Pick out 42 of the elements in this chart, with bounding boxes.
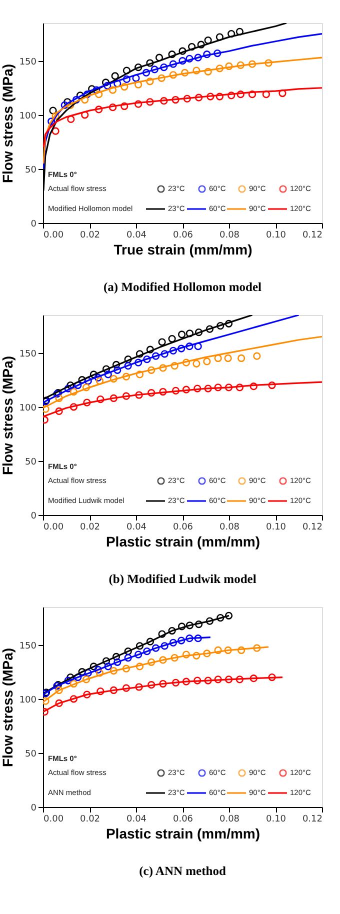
x-tick-label: 0.10 [266,814,286,824]
x-tick-label: 0.02 [80,522,100,532]
x-tick-label: 0.02 [80,814,100,824]
y-tick-label: 100 [19,695,37,706]
x-tick-label: 0.06 [172,814,194,824]
x-tick-label: 0.06 [172,522,194,532]
y-tick-label: 0 [30,804,37,814]
text: (b) Modified Ludwik model [108,572,257,586]
y-tick-label: 150 [19,57,37,68]
x-tick-label: 0.12 [302,814,322,824]
y-tick-label: 150 [19,349,37,360]
x-tick-label: 0.04 [126,230,147,240]
y-tick-label: 100 [19,403,37,414]
x-tick-label: 0.00 [44,814,64,824]
x-tick-label: 0.12 [302,522,322,532]
y-axis-title: Flow stress (MPa) [0,648,16,768]
text: (c) ANN method [139,864,226,878]
x-axis-title: Plastic strain (mm/mm) [106,534,260,550]
x-tick-label: 0.00 [44,522,64,532]
x-tick-label: 0.04 [126,522,147,532]
y-tick-label: 150 [19,641,37,652]
y-tick-label: 100 [19,111,37,122]
x-tick-label: 0.08 [219,522,240,532]
x-tick-label: 0.08 [219,230,240,240]
text: (a) Modified Hollomon model [104,280,262,294]
y-tick-label: 50 [25,165,37,176]
y-axis-title: Flow stress (MPa) [0,356,16,476]
y-tick-label: 50 [25,457,37,468]
y-tick-label: 0 [30,220,37,230]
x-axis-title: Plastic strain (mm/mm) [106,826,260,842]
x-tick-label: 0.10 [266,522,286,532]
x-tick-label: 0.12 [302,230,322,240]
x-tick-label: 0.04 [126,814,147,824]
x-tick-label: 0.02 [80,230,100,240]
y-tick-label: 0 [30,512,37,522]
x-tick-label: 0.08 [219,814,240,824]
x-tick-label: 0.06 [172,230,194,240]
y-axis-title: Flow stress (MPa) [0,64,16,184]
x-tick-label: 0.00 [44,230,64,240]
x-tick-label: 0.10 [266,230,286,240]
y-tick-label: 50 [25,749,37,760]
x-axis-title: True strain (mm/mm) [114,242,252,258]
